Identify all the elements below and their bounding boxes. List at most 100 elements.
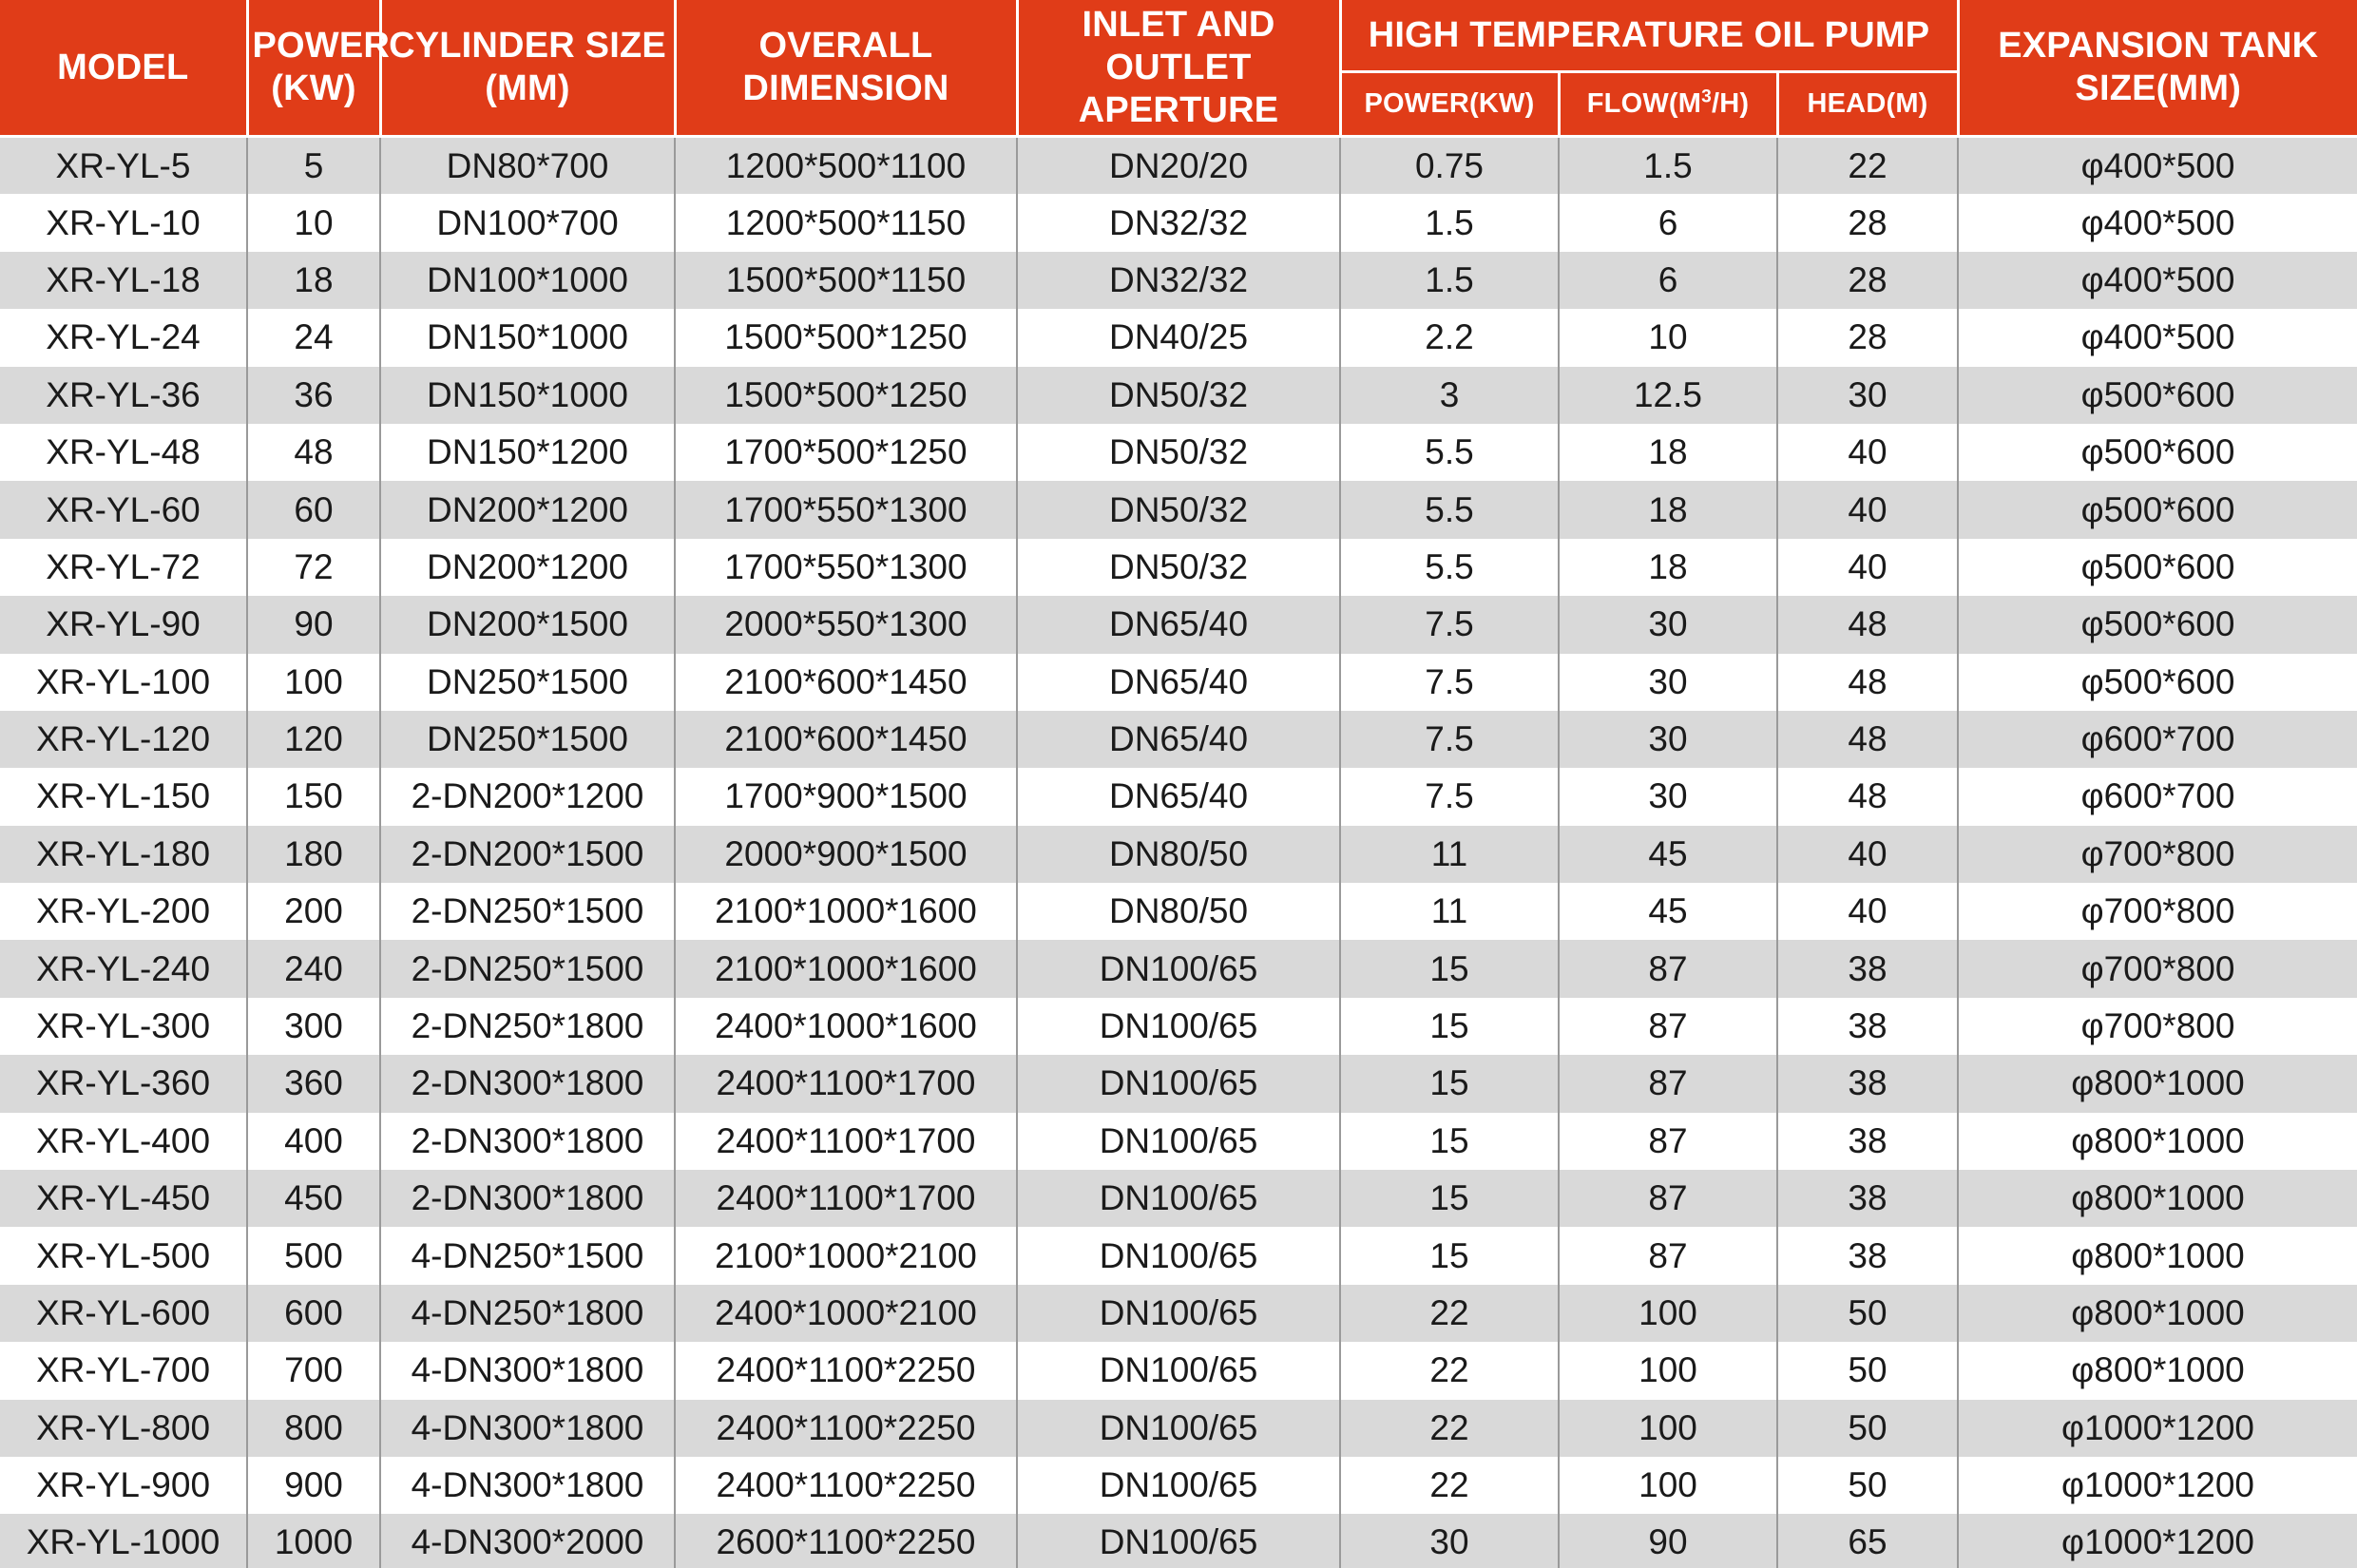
table-cell: XR-YL-600	[0, 1284, 248, 1343]
table-cell: φ500*600	[1957, 366, 2357, 424]
table-cell: 200	[246, 883, 381, 941]
table-cell: φ400*500	[1957, 251, 2357, 310]
table-cell: 38	[1775, 1227, 1960, 1285]
header-power: POWER (KW)	[245, 0, 390, 139]
table-cell: XR-YL-24	[0, 309, 248, 367]
table-cell: 11	[1339, 825, 1560, 884]
table-cell: DN100/65	[1016, 997, 1341, 1056]
table-cell: DN40/25	[1016, 309, 1341, 367]
table-row: XR-YL-120 120 DN250*1500 2100*600*1450 DN65/…	[0, 710, 2357, 769]
table-cell: 22	[1339, 1399, 1560, 1457]
table-cell: DN100/65	[1016, 940, 1341, 998]
table-cell: 87	[1558, 1055, 1778, 1113]
table-cell: 2100*1000*1600	[674, 940, 1018, 998]
table-row: XR-YL-450 450 2-DN300*1800 2400*1100*1700 DN…	[0, 1170, 2357, 1228]
table-cell: DN100*700	[379, 194, 676, 252]
table-cell: 22	[1339, 1456, 1560, 1515]
table-cell: φ1000*1200	[1957, 1514, 2357, 1568]
table-cell: 60	[246, 481, 381, 539]
table-cell: XR-YL-240	[0, 940, 248, 998]
table-cell: φ600*700	[1957, 710, 2357, 769]
table-cell: 48	[1775, 768, 1960, 826]
table-cell: 22	[1339, 1342, 1560, 1400]
header-pump-flow-superscript: 3	[1701, 86, 1712, 107]
table-row: XR-YL-240 240 2-DN250*1500 2100*1000*1600 DN…	[0, 940, 2357, 998]
table-cell: 900	[246, 1456, 381, 1515]
table-cell: XR-YL-100	[0, 653, 248, 711]
header-inlet-outlet-line1: INLET AND OUTLET	[1082, 5, 1275, 87]
table-cell: 1200*500*1100	[674, 136, 1018, 195]
table-cell: 5.5	[1339, 423, 1560, 482]
table-cell: φ700*800	[1957, 940, 2357, 998]
table-cell: 48	[246, 423, 381, 482]
table-cell: 2-DN200*1500	[379, 825, 676, 884]
table-cell: 2400*1000*1600	[674, 997, 1018, 1056]
table-cell: 800	[246, 1399, 381, 1457]
table-cell: 1700*550*1300	[674, 481, 1018, 539]
table-header: MODEL POWER (KW) CYLINDER SIZE (MM) OVER…	[0, 0, 2357, 139]
table-cell: XR-YL-900	[0, 1456, 248, 1515]
table-cell: XR-YL-500	[0, 1227, 248, 1285]
table-cell: DN32/32	[1016, 251, 1341, 310]
table-cell: 2400*1100*1700	[674, 1055, 1018, 1113]
table-cell: XR-YL-90	[0, 596, 248, 654]
table-cell: 65	[1775, 1514, 1960, 1568]
table-cell: 38	[1775, 1170, 1960, 1228]
table-row: XR-YL-72 72 DN200*1200 1700*550*1300 DN50/32…	[0, 538, 2357, 597]
table-cell: 72	[246, 538, 381, 597]
header-inlet-outlet-aperture: INLET AND OUTLET APERTURE	[1015, 0, 1342, 139]
table-cell: 500	[246, 1227, 381, 1285]
table-cell: φ800*1000	[1957, 1284, 2357, 1343]
table-cell: 28	[1775, 309, 1960, 367]
table-cell: 2400*1100*2250	[674, 1399, 1018, 1457]
table-cell: 40	[1775, 883, 1960, 941]
table-cell: 18	[1558, 481, 1778, 539]
table-cell: XR-YL-36	[0, 366, 248, 424]
table-cell: 30	[1558, 710, 1778, 769]
table-cell: XR-YL-400	[0, 1112, 248, 1171]
table-row: XR-YL-900 900 4-DN300*1800 2400*1100*2250 DN…	[0, 1456, 2357, 1515]
table-cell: 40	[1775, 423, 1960, 482]
table-cell: 90	[246, 596, 381, 654]
table-cell: 87	[1558, 1112, 1778, 1171]
header-power-line2: (KW)	[271, 68, 356, 109]
table-cell: 40	[1775, 538, 1960, 597]
table-cell: XR-YL-800	[0, 1399, 248, 1457]
table-cell: 150	[246, 768, 381, 826]
table-cell: 5.5	[1339, 481, 1560, 539]
table-cell: XR-YL-5	[0, 136, 248, 195]
table-cell: 2000*900*1500	[674, 825, 1018, 884]
table-cell: 2-DN300*1800	[379, 1055, 676, 1113]
table-cell: DN80/50	[1016, 883, 1341, 941]
table-cell: 1500*500*1250	[674, 366, 1018, 424]
table-cell: 7.5	[1339, 596, 1560, 654]
header-pump-flow-post: /H)	[1711, 87, 1750, 119]
table-cell: 87	[1558, 997, 1778, 1056]
table-cell: 87	[1558, 1170, 1778, 1228]
table-cell: 87	[1558, 1227, 1778, 1285]
table-cell: φ500*600	[1957, 653, 2357, 711]
table-cell: 360	[246, 1055, 381, 1113]
table-cell: φ700*800	[1957, 883, 2357, 941]
header-expansion-tank: EXPANSION TANK SIZE(MM)	[1956, 0, 2357, 139]
header-row-sub: POWER(KW) FLOW(M3/H) HEAD(M)	[0, 71, 2357, 139]
table-cell: XR-YL-200	[0, 883, 248, 941]
table-cell: 240	[246, 940, 381, 998]
header-inlet-outlet-line2: APERTURE	[1078, 89, 1279, 130]
table-cell: 48	[1775, 710, 1960, 769]
table-cell: DN50/32	[1016, 423, 1341, 482]
table-row: XR-YL-1000 1000 4-DN300*2000 2600*1100*2250…	[0, 1514, 2357, 1568]
table-cell: φ500*600	[1957, 596, 2357, 654]
table-cell: 18	[1558, 538, 1778, 597]
table-cell: 2-DN250*1500	[379, 883, 676, 941]
table-cell: 2-DN250*1800	[379, 997, 676, 1056]
table-cell: 1.5	[1339, 251, 1560, 310]
table-cell: 2400*1000*2100	[674, 1284, 1018, 1343]
table-cell: 15	[1339, 1170, 1560, 1228]
table-cell: XR-YL-10	[0, 194, 248, 252]
table-cell: DN80*700	[379, 136, 676, 195]
table-cell: XR-YL-180	[0, 825, 248, 884]
header-overall-dimension: OVERALL DIMENSION	[673, 0, 1019, 139]
table-cell: XR-YL-700	[0, 1342, 248, 1400]
